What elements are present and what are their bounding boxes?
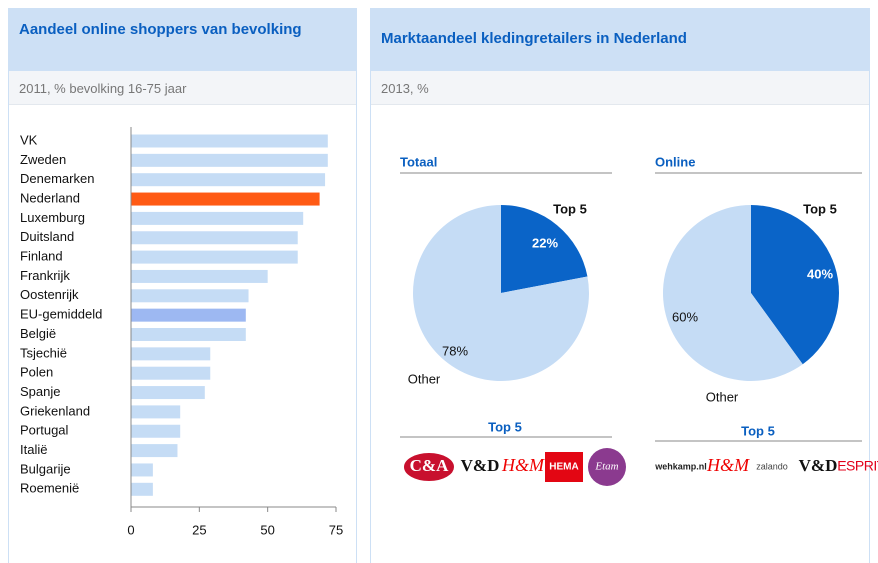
- brand-logo: Etam: [594, 461, 618, 473]
- x-tick-label: 75: [329, 522, 343, 537]
- pie-title: Online: [655, 154, 695, 169]
- slice-name: Other: [706, 389, 739, 404]
- category-label: Duitsland: [20, 229, 74, 244]
- brand-logo: V&D: [461, 456, 500, 475]
- bar: [131, 482, 153, 496]
- bar: [131, 173, 326, 187]
- panel-subtitle: 2011, % bevolking 16-75 jaar: [9, 71, 356, 105]
- category-label: Polen: [20, 365, 53, 380]
- bar: [131, 192, 320, 206]
- slice-name: Top 5: [553, 201, 587, 216]
- left-panel: Aandeel online shoppers van bevolking 20…: [8, 8, 357, 563]
- category-label: EU-gemiddeld: [20, 307, 102, 322]
- bar: [131, 211, 304, 225]
- bar: [131, 308, 246, 322]
- right-panel: Marktaandeel kledingretailers in Nederla…: [370, 8, 870, 563]
- category-label: Zweden: [20, 152, 66, 167]
- bar: [131, 250, 298, 264]
- category-label: Oostenrijk: [20, 287, 79, 302]
- value-label: 78%: [442, 343, 468, 358]
- bar: [131, 328, 246, 341]
- bar: [131, 463, 153, 477]
- x-tick-label: 25: [192, 522, 206, 537]
- pie-slice: [663, 205, 803, 381]
- slice-name: Other: [408, 371, 441, 386]
- bar: [131, 289, 249, 303]
- bar: [131, 347, 211, 361]
- bar: [131, 153, 328, 167]
- brand-logo: zalando: [756, 461, 788, 471]
- bar: [131, 366, 211, 380]
- category-label: Griekenland: [20, 403, 90, 418]
- pie-slice: [751, 205, 839, 365]
- logo-bg: [402, 451, 456, 483]
- logo-bg: [545, 452, 583, 482]
- category-label: Luxemburg: [20, 210, 85, 225]
- brand-logo: V&D: [799, 456, 838, 475]
- brands-title: Top 5: [488, 419, 522, 434]
- value-label: 40%: [807, 266, 833, 281]
- category-label: Roemenië: [20, 481, 79, 496]
- pie-slice: [413, 205, 589, 381]
- category-label: Tsjechië: [20, 345, 67, 360]
- category-label: Finland: [20, 249, 63, 264]
- brand-logo: wehkamp.nl: [654, 461, 707, 471]
- bar: [131, 269, 268, 283]
- brand-logo: HEMA: [549, 462, 578, 473]
- bar: [131, 424, 181, 438]
- bar: [131, 386, 205, 400]
- category-label: Portugal: [20, 423, 69, 438]
- bar: [131, 231, 298, 245]
- category-label: Frankrijk: [20, 268, 70, 283]
- pie-slice: [501, 205, 588, 293]
- category-label: Spanje: [20, 384, 60, 399]
- brand-logo: ESPRIT: [837, 458, 878, 474]
- panel-subtitle: 2013, %: [371, 71, 869, 105]
- category-label: België: [20, 326, 56, 341]
- category-label: Nederland: [20, 190, 80, 205]
- category-label: Denemarken: [20, 171, 94, 186]
- bar: [131, 405, 181, 419]
- category-label: Italië: [20, 442, 47, 457]
- bar: [131, 134, 328, 148]
- brand-logo: H&M: [501, 455, 545, 475]
- slice-name: Top 5: [803, 201, 837, 216]
- category-label: Bulgarije: [20, 461, 71, 476]
- category-label: VK: [20, 132, 38, 147]
- panel-title: Aandeel online shoppers van bevolking: [9, 9, 356, 71]
- brands-title: Top 5: [741, 423, 775, 438]
- brand-logo: H&M: [706, 455, 750, 475]
- x-tick-label: 50: [260, 522, 274, 537]
- value-label: 60%: [672, 309, 698, 324]
- panel-title: Marktaandeel kledingretailers in Nederla…: [371, 9, 869, 71]
- value-label: 22%: [532, 235, 558, 250]
- bar: [131, 444, 178, 458]
- pie-title: Totaal: [400, 154, 437, 169]
- logo-bg: [588, 448, 626, 486]
- brand-logo: C&A: [410, 456, 449, 475]
- x-tick-label: 0: [127, 522, 134, 537]
